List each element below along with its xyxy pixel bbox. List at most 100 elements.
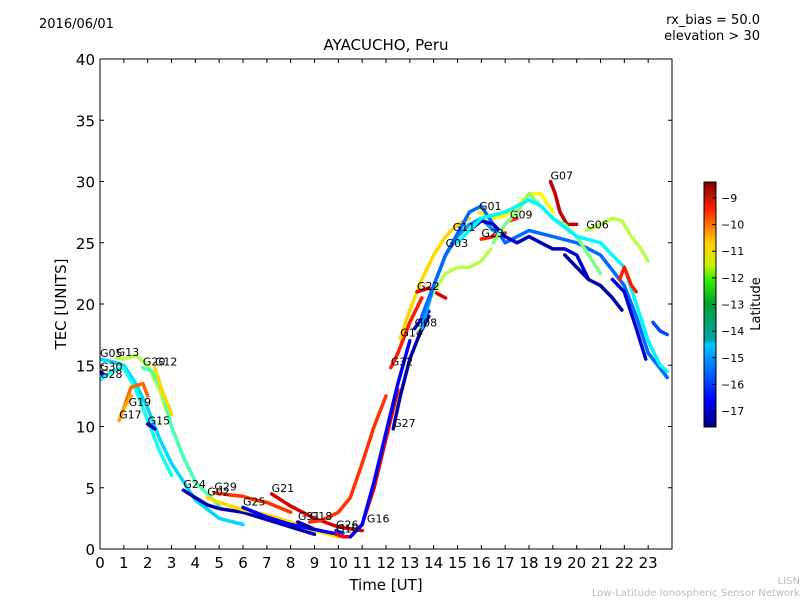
- x-tick-label: 3: [167, 554, 177, 572]
- y-axis: 0 5 10 15 20 25 30 35 40: [76, 51, 672, 559]
- x-tick-label: 4: [191, 554, 201, 572]
- y-tick-label: 0: [85, 541, 95, 559]
- satellite-label-g18: G18: [310, 510, 333, 523]
- satellite-label-g12: G12: [155, 356, 178, 369]
- y-tick-label: 25: [76, 235, 95, 253]
- colorbar-tick-label: −11: [721, 245, 744, 258]
- x-tick-label: 0: [95, 554, 105, 572]
- satellite-label-g29: G29: [214, 481, 237, 494]
- satellite-label-g16: G16: [367, 513, 390, 526]
- colorbar-tick-label: −14: [721, 325, 744, 338]
- satellite-label-g07: G07: [550, 170, 573, 183]
- x-tick-label: 7: [262, 554, 272, 572]
- y-tick-label: 15: [76, 357, 95, 375]
- chart-title: AYACUCHO, Peru: [323, 36, 449, 54]
- satellite-label-g30: G30: [100, 361, 123, 374]
- satellite-label-g24: G24: [183, 478, 206, 491]
- trace-g16: [348, 339, 412, 539]
- trace-g14: [398, 216, 472, 341]
- satellite-label-g05: G05: [100, 347, 123, 360]
- x-tick-label: 5: [214, 554, 224, 572]
- date-label: 2016/06/01: [39, 17, 114, 32]
- trace-g30: [100, 369, 107, 377]
- satellite-label-g08: G08: [415, 317, 438, 330]
- trace-layer: [100, 179, 669, 539]
- trace-g15: [145, 422, 157, 431]
- y-axis-label: TEC [UNITS]: [52, 259, 70, 351]
- y-tick-label: 30: [76, 174, 95, 192]
- x-tick-label: 14: [424, 554, 443, 572]
- network-short-label: LISN: [777, 576, 800, 587]
- trace-g28: [100, 365, 174, 478]
- x-tick-label: 16: [472, 554, 491, 572]
- trace-trail-blue-late: [563, 253, 624, 312]
- x-tick-label: 18: [519, 554, 538, 572]
- satellite-label-g02: G02: [207, 486, 230, 499]
- x-tick-label: 23: [639, 554, 658, 572]
- satellite-label-g01: G01: [479, 200, 502, 213]
- x-tick-label: 22: [615, 554, 634, 572]
- trace-g20: [141, 365, 221, 508]
- satellite-label-g20: G20: [143, 356, 166, 369]
- y-tick-label: 10: [76, 419, 95, 437]
- satellite-label-g15: G15: [148, 415, 171, 428]
- y-tick-label: 20: [76, 296, 95, 314]
- x-tick-label: 12: [376, 554, 395, 572]
- trace-g18: [307, 394, 388, 524]
- x-tick-label: 1: [119, 554, 129, 572]
- trace-g31: [296, 520, 317, 532]
- satellite-label-g14: G14: [400, 326, 423, 339]
- satellite-label-g27: G27: [393, 417, 416, 430]
- satellite-label-g11: G11: [453, 221, 476, 234]
- colorbar-tick-label: −9: [721, 192, 737, 205]
- trace-trail-red-late: [617, 265, 639, 294]
- trace-g24: [181, 488, 317, 537]
- trace-trail-cyan-main: [420, 204, 669, 380]
- trace-g29: [212, 490, 293, 515]
- trace-trail-dkgreen-main: [455, 198, 669, 374]
- elevation-label: elevation > 30: [664, 29, 760, 44]
- satellite-label-g23: G23: [481, 227, 504, 240]
- colorbar: −9 −10 −11 −12 −13 −14 −15 −16 −17 Latitude: [703, 181, 764, 428]
- x-tick-label: 6: [238, 554, 248, 572]
- x-axis: 0 1 2 3 4 5 6 7 8 9 10 11 12 13 14 15 16 17 18 19 20 21 22 23: [95, 59, 658, 572]
- plot-frame: [99, 58, 673, 550]
- y-tick-label: 40: [76, 51, 95, 69]
- y-tick-label: 5: [85, 480, 95, 498]
- x-tick-label: 15: [448, 554, 467, 572]
- x-tick-label: 17: [496, 554, 515, 572]
- satellite-label-g31: G31: [298, 510, 321, 523]
- satellite-label-g19: G19: [129, 396, 152, 409]
- x-tick-label: 20: [567, 554, 586, 572]
- trace-g32: [389, 296, 424, 370]
- trace-g25: [241, 505, 341, 537]
- satellite-label-g28: G28: [100, 368, 123, 381]
- satellite-label-g10: G10: [336, 522, 359, 535]
- trace-g21: [269, 492, 364, 533]
- satellite-label-g13: G13: [117, 346, 140, 359]
- satellite-label-g26: G26: [336, 519, 359, 532]
- colorbar-tick-label: −10: [721, 219, 744, 232]
- x-tick-label: 8: [286, 554, 296, 572]
- colorbar-tick-label: −15: [721, 352, 744, 365]
- colorbar-tick-label: −12: [721, 272, 744, 285]
- colorbar-tick-label: −13: [721, 299, 744, 312]
- trace-trail-blue-main: [467, 218, 591, 282]
- trace-g06: [584, 216, 650, 263]
- satellite-label-g06: G06: [586, 219, 609, 232]
- trace-trail-cyan-end: [651, 320, 669, 337]
- trace-g26: [334, 528, 345, 535]
- y-tick-label: 35: [76, 112, 95, 130]
- colorbar-ticks: −9 −10 −11 −12 −13 −14 −15 −16 −17: [712, 192, 744, 418]
- x-tick-label: 9: [310, 554, 320, 572]
- satellite-label-g21: G21: [272, 482, 295, 495]
- satellite-label-g03: G03: [446, 237, 469, 250]
- x-tick-label: 19: [543, 554, 562, 572]
- rx-bias-label: rx_bias = 50.0: [666, 13, 760, 28]
- trace-g07: [548, 179, 579, 227]
- satellite-label-g17: G17: [119, 408, 142, 421]
- colorbar-tick-label: −17: [721, 405, 744, 418]
- colorbar-label: Latitude: [749, 277, 764, 331]
